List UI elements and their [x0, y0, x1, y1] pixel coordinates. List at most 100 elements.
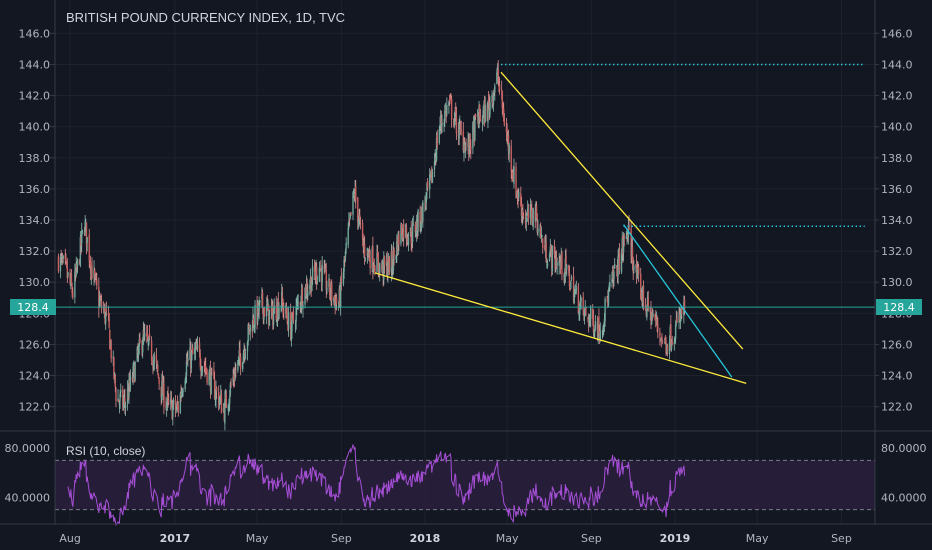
- candle-body: [522, 215, 525, 217]
- y-tick-left: 130.0: [19, 276, 51, 289]
- candle-body: [540, 234, 543, 236]
- candle-body: [650, 306, 652, 324]
- candle-body: [129, 375, 132, 388]
- candle-body: [324, 268, 327, 270]
- candle-body: [319, 269, 321, 271]
- candle-body: [120, 389, 122, 393]
- candle-body: [357, 197, 359, 223]
- candle-body: [448, 99, 451, 101]
- x-tick-label: Aug: [59, 532, 80, 545]
- candle-body: [156, 365, 158, 366]
- candle-body: [424, 202, 427, 206]
- candle-body: [124, 397, 126, 406]
- candle-body: [549, 246, 551, 256]
- candle-body: [506, 130, 508, 139]
- candle-body: [290, 327, 293, 341]
- candle-body: [462, 130, 464, 151]
- candle-body: [176, 404, 179, 407]
- candle-body: [590, 307, 592, 319]
- candle-body: [501, 90, 504, 109]
- candle-body: [613, 263, 616, 269]
- candle-body: [242, 362, 244, 370]
- candle-body: [98, 299, 101, 307]
- drawings[interactable]: [55, 63, 875, 384]
- candle-body: [588, 317, 591, 324]
- candle-body: [379, 263, 381, 274]
- candle-body: [286, 315, 288, 322]
- candle-body: [683, 299, 686, 312]
- candle-body: [275, 305, 277, 321]
- candle-body: [478, 106, 480, 128]
- candle-body: [607, 291, 610, 306]
- candle-body: [315, 266, 318, 282]
- candle-body: [565, 255, 567, 273]
- candle-body: [410, 229, 412, 244]
- candle-body: [71, 286, 73, 294]
- candle-body: [151, 360, 153, 364]
- candle-body: [681, 308, 683, 314]
- candle-body: [320, 268, 322, 269]
- candle-body: [548, 253, 551, 261]
- candle-body: [604, 298, 606, 321]
- candle-body: [569, 288, 571, 290]
- candle-body: [508, 144, 510, 154]
- candle-body: [272, 312, 275, 325]
- y-tick-left: 138.0: [19, 152, 51, 165]
- candle-body: [85, 222, 88, 246]
- candle-body: [558, 260, 560, 266]
- candle-body: [128, 379, 130, 398]
- x-tick-label: Sep: [331, 532, 352, 545]
- candle-body: [561, 252, 563, 274]
- candle-body: [152, 366, 154, 369]
- candle-body: [139, 337, 141, 343]
- candle-body: [392, 250, 395, 271]
- candle-body: [118, 402, 121, 405]
- candle-body: [349, 212, 351, 219]
- candle-body: [642, 286, 645, 303]
- candle-body: [124, 404, 127, 408]
- candle-body: [91, 265, 93, 279]
- candle-body: [218, 392, 220, 407]
- candle-body: [363, 244, 366, 257]
- candle-body: [75, 263, 77, 276]
- y-tick-left: 134.0: [19, 214, 51, 227]
- candle-body: [352, 192, 354, 215]
- candle-body: [479, 115, 482, 121]
- candle-body: [94, 270, 96, 276]
- candle-body: [472, 122, 474, 149]
- candle-body: [372, 246, 374, 271]
- candles: [57, 60, 686, 431]
- candle-body: [617, 255, 619, 277]
- candle-body: [172, 399, 175, 405]
- current-price-right: 128.4: [883, 301, 915, 314]
- y-tick-left: 126.0: [19, 338, 51, 351]
- candle-body: [398, 234, 400, 245]
- y-tick-left: 136.0: [19, 183, 51, 196]
- candle-body: [568, 265, 570, 271]
- candle-body: [482, 109, 484, 118]
- y-tick-right: 122.0: [881, 401, 913, 414]
- candle-body: [136, 347, 138, 362]
- candle-body: [177, 406, 180, 411]
- candle-body: [510, 146, 512, 171]
- candle-body: [503, 108, 505, 122]
- candle-body: [185, 360, 188, 376]
- y-tick-right: 126.0: [881, 338, 913, 351]
- candle-body: [325, 269, 327, 291]
- candle-body: [252, 317, 255, 326]
- candle-body: [448, 102, 450, 106]
- candle-body: [249, 324, 251, 332]
- candle-body: [668, 342, 671, 354]
- candle-body: [143, 330, 145, 335]
- candle-body: [213, 378, 216, 400]
- candle-body: [373, 265, 375, 268]
- y-tick-left: 142.0: [19, 90, 51, 103]
- candle-body: [613, 271, 615, 279]
- candle-body: [407, 237, 410, 246]
- candle-body: [646, 309, 648, 317]
- candle-body: [459, 123, 462, 129]
- candle-body: [109, 329, 111, 350]
- candle-body: [464, 143, 467, 153]
